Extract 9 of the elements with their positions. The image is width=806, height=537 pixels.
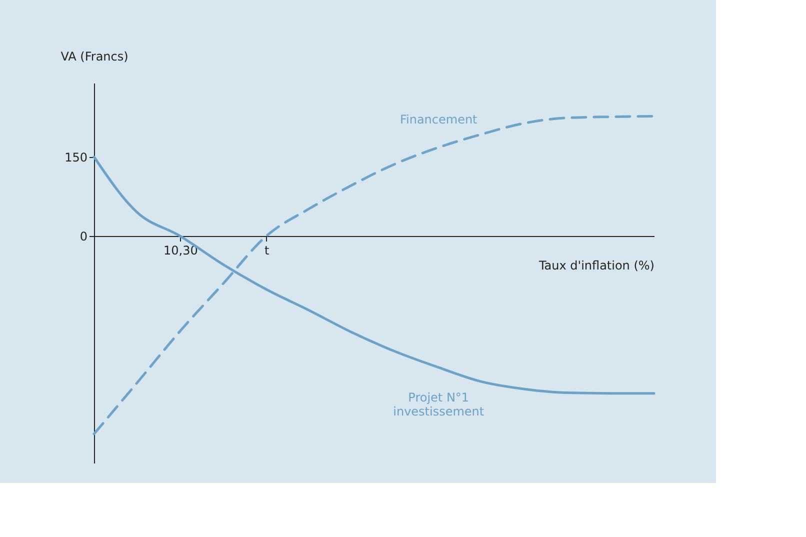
y-axis-title: VA (Francs) (60, 50, 128, 64)
x-tick-label: 10,30 (163, 244, 198, 258)
x-tick-label: t (264, 244, 270, 258)
line-series (92, 115, 656, 436)
y-tick-label: 150 (64, 150, 88, 164)
series-label: Financement (400, 112, 478, 126)
x-axis-title: Taux d'inflation (%) (538, 258, 654, 273)
series-label: Projet N°1 investissement (393, 390, 484, 418)
y-tick-label: 0 (80, 230, 88, 244)
